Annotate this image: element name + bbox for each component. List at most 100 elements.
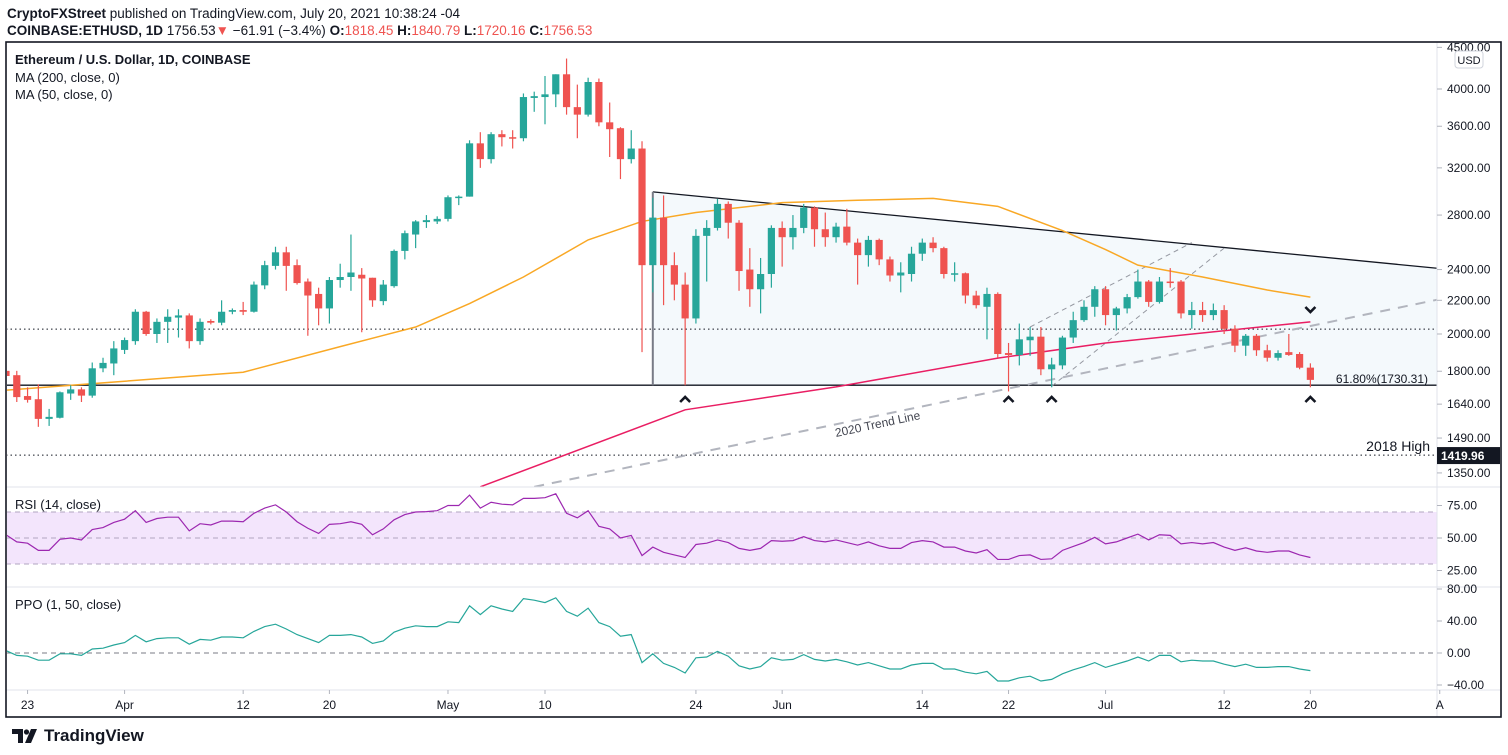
candle[interactable] <box>465 140 474 197</box>
candle[interactable] <box>487 132 495 164</box>
ma50-line[interactable] <box>6 197 1311 391</box>
candle[interactable] <box>250 281 258 313</box>
candle[interactable] <box>131 309 139 345</box>
candle[interactable] <box>476 132 484 168</box>
candle[interactable] <box>444 195 452 222</box>
candle[interactable] <box>1306 363 1314 388</box>
candle[interactable] <box>110 341 118 376</box>
candle[interactable] <box>293 259 301 285</box>
candle[interactable] <box>983 287 991 340</box>
price-pane[interactable]: 61.80%(1730.31) 2018 High 2020 Trend Line <box>2 58 1450 487</box>
candle[interactable] <box>498 130 506 147</box>
candle[interactable] <box>218 300 226 326</box>
candle[interactable] <box>455 195 463 206</box>
candle[interactable] <box>1263 344 1271 362</box>
candle[interactable] <box>1048 357 1056 388</box>
candle[interactable] <box>1231 325 1239 353</box>
ppo-line[interactable] <box>6 597 1311 682</box>
candle[interactable] <box>433 216 441 225</box>
candle[interactable] <box>886 256 894 282</box>
candle[interactable] <box>616 127 625 180</box>
candle[interactable] <box>961 272 970 304</box>
candle[interactable] <box>315 287 323 326</box>
candle[interactable] <box>692 229 700 324</box>
candle[interactable] <box>584 77 592 117</box>
candle[interactable] <box>239 301 247 316</box>
candle[interactable] <box>1296 352 1304 370</box>
candle[interactable] <box>1198 301 1207 322</box>
candle[interactable] <box>843 208 851 246</box>
candle[interactable] <box>1069 311 1077 343</box>
candle[interactable] <box>390 249 398 288</box>
candle[interactable] <box>918 238 926 261</box>
candle[interactable] <box>1134 269 1142 299</box>
candle[interactable] <box>1080 300 1088 322</box>
candle[interactable] <box>56 391 64 419</box>
candle[interactable] <box>347 234 355 291</box>
author-link[interactable]: CryptoFXStreet <box>7 6 107 21</box>
candle[interactable] <box>196 318 204 345</box>
candle[interactable] <box>1242 334 1250 356</box>
candle[interactable] <box>422 215 431 228</box>
candle[interactable] <box>1091 286 1099 317</box>
channel-dashed-line[interactable] <box>1051 247 1225 387</box>
rsi-pane[interactable] <box>6 493 1437 565</box>
channel-dashed-line[interactable] <box>1029 242 1193 328</box>
trend-line-2020[interactable] <box>534 297 1450 487</box>
candle[interactable] <box>1209 303 1217 321</box>
candle[interactable] <box>99 357 107 373</box>
candle[interactable] <box>1177 280 1185 319</box>
candle[interactable] <box>854 238 862 285</box>
candle[interactable] <box>88 362 96 398</box>
candle[interactable] <box>1220 305 1228 334</box>
candle[interactable] <box>261 260 269 290</box>
candle[interactable] <box>670 252 678 301</box>
candle[interactable] <box>595 78 603 127</box>
candle[interactable] <box>573 84 581 139</box>
candle[interactable] <box>1101 286 1110 326</box>
candle[interactable] <box>530 91 538 112</box>
candle[interactable] <box>562 58 571 115</box>
candle[interactable] <box>552 74 560 108</box>
candle[interactable] <box>164 309 172 343</box>
candle[interactable] <box>1274 350 1282 361</box>
candle[interactable] <box>77 387 86 402</box>
candle[interactable] <box>34 384 42 427</box>
candle[interactable] <box>767 225 775 288</box>
candle[interactable] <box>120 337 129 354</box>
candle[interactable] <box>379 280 387 306</box>
candle[interactable] <box>746 248 754 307</box>
candle[interactable] <box>778 221 786 267</box>
candle[interactable] <box>735 220 743 291</box>
candle[interactable] <box>23 387 32 403</box>
candle[interactable] <box>1123 293 1131 314</box>
candle[interactable] <box>1112 306 1120 331</box>
candle[interactable] <box>1145 280 1153 307</box>
candle[interactable] <box>336 263 344 288</box>
candle[interactable] <box>1188 301 1196 329</box>
candle[interactable] <box>67 385 75 400</box>
candle[interactable] <box>185 313 193 349</box>
candle[interactable] <box>832 222 840 243</box>
candle[interactable] <box>153 318 161 343</box>
currency-badge[interactable] <box>1454 50 1484 69</box>
candle[interactable] <box>627 130 635 164</box>
candle[interactable] <box>713 199 722 231</box>
candle[interactable] <box>412 220 420 249</box>
candle[interactable] <box>606 102 614 157</box>
candle[interactable] <box>649 197 657 293</box>
candle[interactable] <box>142 310 150 336</box>
candle[interactable] <box>994 292 1002 358</box>
candle[interactable] <box>1155 276 1164 304</box>
candle[interactable] <box>1015 323 1023 366</box>
ppo-pane[interactable] <box>6 597 1437 682</box>
ma200-legend[interactable]: MA (200, close, 0) <box>15 70 120 85</box>
candle[interactable] <box>800 203 808 234</box>
candle[interactable] <box>174 309 183 338</box>
candle[interactable] <box>875 238 883 266</box>
tradingview-logo[interactable]: TradingView <box>12 726 144 746</box>
candle[interactable] <box>929 237 937 253</box>
candle[interactable] <box>325 276 333 324</box>
candle[interactable] <box>907 246 916 282</box>
